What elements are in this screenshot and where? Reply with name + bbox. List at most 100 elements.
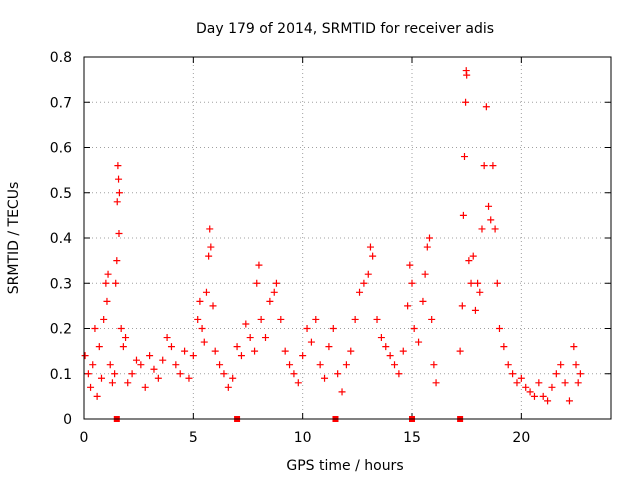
data-point bbox=[522, 384, 529, 391]
y-tick-label: 0.1 bbox=[50, 367, 72, 383]
data-point bbox=[168, 343, 175, 350]
data-point bbox=[496, 325, 503, 332]
data-point bbox=[271, 289, 278, 296]
data-point bbox=[577, 370, 584, 377]
data-point bbox=[207, 244, 214, 251]
data-point bbox=[87, 384, 94, 391]
data-point bbox=[304, 325, 311, 332]
data-point bbox=[395, 370, 402, 377]
data-point bbox=[419, 298, 426, 305]
data-point bbox=[500, 343, 507, 350]
data-point bbox=[89, 361, 96, 368]
data-point bbox=[325, 343, 332, 350]
data-point bbox=[164, 334, 171, 341]
data-point bbox=[430, 361, 437, 368]
data-point bbox=[472, 307, 479, 314]
axes: 00.10.20.30.40.50.60.70.80 5 10 15 20 bbox=[50, 50, 611, 446]
data-point bbox=[266, 298, 273, 305]
data-point bbox=[225, 384, 232, 391]
data-point bbox=[114, 198, 121, 205]
data-point bbox=[229, 375, 236, 382]
data-point bbox=[518, 375, 525, 382]
data-point bbox=[553, 370, 560, 377]
data-point bbox=[112, 280, 119, 287]
data-point bbox=[133, 357, 140, 364]
data-point bbox=[172, 361, 179, 368]
data-point bbox=[234, 343, 241, 350]
x-axis-label: GPS time / hours bbox=[286, 458, 403, 474]
data-point bbox=[573, 361, 580, 368]
data-point bbox=[155, 375, 162, 382]
data-point bbox=[460, 212, 467, 219]
data-point bbox=[118, 325, 125, 332]
data-point bbox=[424, 244, 431, 251]
data-point bbox=[205, 253, 212, 260]
data-point bbox=[190, 352, 197, 359]
data-point bbox=[295, 379, 302, 386]
data-point bbox=[374, 316, 381, 323]
data-point bbox=[206, 225, 213, 232]
data-point bbox=[181, 348, 188, 355]
data-point bbox=[159, 357, 166, 364]
data-point bbox=[290, 370, 297, 377]
data-point bbox=[474, 280, 481, 287]
y-tick-label: 0.4 bbox=[50, 231, 72, 247]
data-point bbox=[433, 379, 440, 386]
data-point bbox=[476, 289, 483, 296]
data-point bbox=[255, 262, 262, 269]
data-point bbox=[321, 375, 328, 382]
data-point bbox=[85, 370, 92, 377]
data-point bbox=[251, 348, 258, 355]
y-tick-label: 0.2 bbox=[50, 322, 72, 338]
data-point bbox=[113, 257, 120, 264]
data-point bbox=[356, 289, 363, 296]
data-point bbox=[463, 72, 470, 79]
y-tick-label: 0.6 bbox=[50, 141, 72, 157]
data-point bbox=[308, 339, 315, 346]
data-point bbox=[210, 302, 217, 309]
data-point bbox=[406, 262, 413, 269]
data-point bbox=[422, 271, 429, 278]
data-point bbox=[91, 325, 98, 332]
data-point bbox=[509, 370, 516, 377]
data-point bbox=[360, 280, 367, 287]
data-point bbox=[129, 370, 136, 377]
data-point bbox=[238, 352, 245, 359]
data-point bbox=[391, 361, 398, 368]
data-point bbox=[428, 316, 435, 323]
data-point bbox=[299, 352, 306, 359]
data-point bbox=[382, 343, 389, 350]
data-point bbox=[150, 366, 157, 373]
data-point bbox=[96, 343, 103, 350]
data-point bbox=[426, 235, 433, 242]
data-point bbox=[478, 225, 485, 232]
data-point bbox=[262, 334, 269, 341]
data-point bbox=[277, 316, 284, 323]
data-point bbox=[457, 348, 464, 355]
data-point bbox=[247, 334, 254, 341]
data-point bbox=[107, 361, 114, 368]
data-point bbox=[465, 257, 472, 264]
x-tick-label: 15 bbox=[403, 430, 421, 446]
data-point bbox=[575, 379, 582, 386]
data-point bbox=[177, 370, 184, 377]
data-point bbox=[562, 379, 569, 386]
data-point bbox=[415, 339, 422, 346]
data-point bbox=[531, 393, 538, 400]
data-point bbox=[367, 244, 374, 251]
data-point bbox=[540, 393, 547, 400]
data-point bbox=[492, 225, 499, 232]
data-point bbox=[114, 162, 121, 169]
data-point bbox=[570, 343, 577, 350]
data-point bbox=[116, 189, 123, 196]
data-point bbox=[505, 361, 512, 368]
data-point bbox=[494, 280, 501, 287]
data-point bbox=[203, 289, 210, 296]
data-point bbox=[557, 361, 564, 368]
y-tick-label: 0.7 bbox=[50, 95, 72, 111]
data-point bbox=[194, 316, 201, 323]
data-point bbox=[212, 348, 219, 355]
srmtid-scatter-chart: Day 179 of 2014, SRMTID for receiver adi… bbox=[0, 0, 640, 480]
data-point bbox=[286, 361, 293, 368]
data-point bbox=[258, 316, 265, 323]
